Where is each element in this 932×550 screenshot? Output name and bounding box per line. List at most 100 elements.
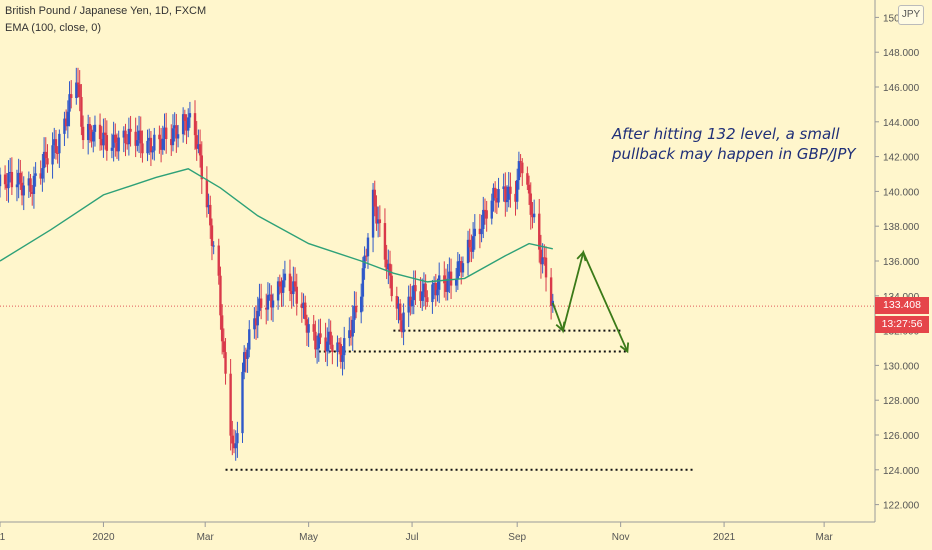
candle xyxy=(319,318,322,345)
candle xyxy=(529,182,532,230)
candle xyxy=(158,125,161,154)
candle xyxy=(449,258,453,299)
candle xyxy=(242,345,246,380)
candle xyxy=(164,112,168,154)
candle xyxy=(66,100,70,139)
candle xyxy=(314,320,317,358)
candle xyxy=(315,335,319,364)
candle xyxy=(432,276,436,300)
candle xyxy=(70,80,73,109)
x-tick-label: 2020 xyxy=(92,532,115,543)
candle xyxy=(234,430,237,461)
candle xyxy=(153,127,156,161)
candle xyxy=(212,241,215,255)
indicator-label[interactable]: EMA (100, close, 0) xyxy=(5,22,101,34)
candle xyxy=(544,246,548,292)
y-tick-label: 140.000 xyxy=(883,187,920,198)
projection-arrow xyxy=(551,249,629,352)
candle xyxy=(343,326,346,370)
candle xyxy=(224,338,227,385)
candle xyxy=(478,214,482,249)
arrow-head xyxy=(619,342,630,354)
candle xyxy=(56,146,59,164)
candle xyxy=(270,285,273,321)
candle xyxy=(80,84,83,136)
candle xyxy=(115,133,119,160)
candle xyxy=(209,195,212,239)
candle xyxy=(110,133,114,159)
candle xyxy=(505,185,509,212)
y-axis[interactable]: 122.000124.000126.000128.000130.000132.0… xyxy=(874,0,920,522)
candle xyxy=(98,113,102,151)
candle xyxy=(100,126,103,151)
arrow-head xyxy=(555,321,566,333)
candle xyxy=(68,81,71,127)
candle xyxy=(176,124,180,148)
candle xyxy=(514,180,517,216)
candle xyxy=(258,283,261,317)
candle xyxy=(0,167,2,198)
candle xyxy=(86,114,90,155)
candle xyxy=(17,158,20,199)
candle xyxy=(531,202,534,229)
candle xyxy=(149,130,153,167)
candle xyxy=(414,270,417,305)
candle xyxy=(185,114,188,145)
y-tick-label: 130.000 xyxy=(883,361,920,372)
candle xyxy=(527,175,531,205)
candle xyxy=(248,320,251,358)
candle xyxy=(229,359,232,451)
y-tick-label: 146.000 xyxy=(883,83,920,94)
candle xyxy=(254,305,258,340)
candle xyxy=(397,296,400,324)
symbol-title[interactable]: British Pound / Japanese Yen, 1D, FXCM xyxy=(5,5,207,17)
candle xyxy=(20,171,24,206)
candle xyxy=(54,129,58,160)
candle xyxy=(103,117,107,150)
candle xyxy=(102,118,105,158)
candle xyxy=(283,260,287,288)
y-tick-label: 144.000 xyxy=(883,118,920,129)
candle xyxy=(195,121,198,161)
candle xyxy=(58,129,61,168)
candle xyxy=(236,421,239,458)
candle xyxy=(129,115,132,147)
candle xyxy=(231,420,234,456)
x-tick-label: 11 xyxy=(0,532,6,543)
candle xyxy=(502,173,505,202)
candle xyxy=(375,195,378,231)
annotation-line-2: pullback may happen in GBP/JPY xyxy=(612,145,856,163)
candle xyxy=(81,115,85,149)
candle xyxy=(259,283,263,320)
candle xyxy=(207,193,210,215)
currency-badge[interactable]: JPY xyxy=(898,5,924,25)
candle xyxy=(246,342,249,373)
candle xyxy=(27,171,31,198)
candle xyxy=(458,254,461,277)
x-tick-label: Nov xyxy=(612,532,630,543)
candle xyxy=(461,256,465,277)
candle xyxy=(437,262,441,304)
projected-path xyxy=(551,249,630,354)
candle xyxy=(371,183,375,253)
y-tick-label: 128.000 xyxy=(883,396,920,407)
x-axis[interactable]: 11 2020 Mar May Jul Sep Nov 2021 Mar xyxy=(0,521,875,543)
candle xyxy=(8,157,12,183)
candle xyxy=(456,252,460,290)
candle xyxy=(90,125,93,148)
candle xyxy=(443,261,446,298)
candle xyxy=(290,276,293,309)
candle xyxy=(504,172,507,217)
candle xyxy=(141,130,144,163)
candle xyxy=(22,176,25,211)
candle xyxy=(470,234,473,263)
candle xyxy=(5,172,8,201)
candle xyxy=(276,276,280,310)
support-lines xyxy=(225,329,696,471)
candle xyxy=(517,151,521,190)
candle xyxy=(271,293,275,322)
candle xyxy=(468,228,471,263)
candle xyxy=(124,123,127,157)
candle xyxy=(337,338,341,355)
